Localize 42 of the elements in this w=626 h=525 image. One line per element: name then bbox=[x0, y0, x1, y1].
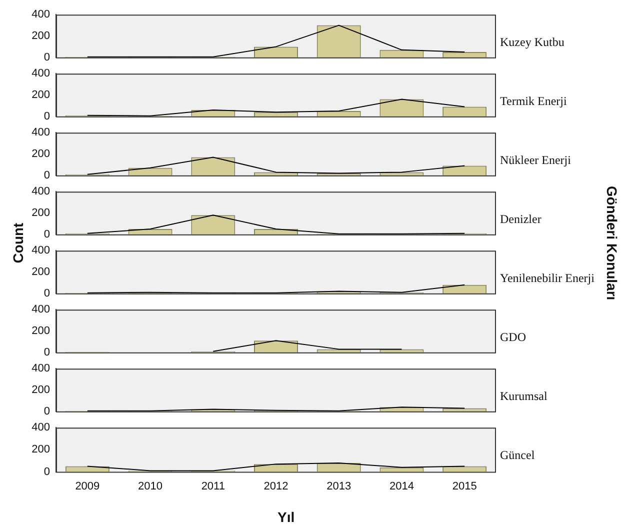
x-tick-label: 2009 bbox=[75, 480, 100, 492]
y-tick-label: 200 bbox=[32, 325, 50, 338]
text: Termik Enerji bbox=[500, 94, 567, 109]
y-tick-label: 400 bbox=[32, 126, 50, 139]
x-tick-label: 2010 bbox=[138, 480, 163, 492]
y-tick-label: 200 bbox=[32, 444, 50, 456]
y-tick-label: 0 bbox=[44, 228, 50, 240]
y-tick-label: 200 bbox=[32, 266, 50, 278]
text: Kurumsal bbox=[500, 389, 548, 404]
x-axis-title: Yıl bbox=[278, 509, 295, 525]
text: Yenilenebilir Enerji bbox=[500, 271, 594, 286]
y-tick-label: 0 bbox=[44, 51, 50, 64]
y-tick-label: 0 bbox=[44, 110, 50, 122]
text: Kuzey Kutbu bbox=[500, 35, 564, 50]
text: Denizler bbox=[500, 212, 542, 227]
y-tick-label: 0 bbox=[44, 405, 50, 418]
y-tick-label: 400 bbox=[32, 362, 50, 375]
y-tick-label: 200 bbox=[32, 89, 50, 102]
text: Güncel bbox=[500, 448, 535, 463]
y-tick-label: 400 bbox=[32, 422, 50, 434]
y-tick-label: 200 bbox=[32, 30, 50, 42]
x-tick-label: 2012 bbox=[264, 480, 288, 492]
y-tick-label: 0 bbox=[44, 466, 50, 478]
y-tick-label: 200 bbox=[32, 207, 50, 220]
y-tick-label: 0 bbox=[44, 287, 50, 300]
y-tick-label: 0 bbox=[44, 169, 50, 182]
y-tick-label: 400 bbox=[32, 186, 50, 198]
y-tick-label: 400 bbox=[32, 68, 50, 80]
x-tick-label: 2013 bbox=[326, 480, 352, 492]
x-tick-label: 2014 bbox=[389, 480, 414, 492]
text: Gönderi Konuları bbox=[604, 186, 620, 300]
y-tick-label: 400 bbox=[32, 304, 50, 316]
y-tick-label: 400 bbox=[32, 244, 50, 257]
y-tick-label: 0 bbox=[44, 346, 50, 358]
y-axis-title: Count bbox=[10, 222, 26, 264]
text: GDO bbox=[500, 330, 526, 345]
y-tick-label: 200 bbox=[32, 384, 50, 396]
x-tick-label: 2011 bbox=[201, 480, 225, 492]
y-tick-label: 200 bbox=[32, 148, 50, 160]
text: Nükleer Enerji bbox=[500, 153, 571, 168]
x-tick-label: 2015 bbox=[452, 480, 477, 492]
y-tick-label: 400 bbox=[32, 8, 50, 21]
